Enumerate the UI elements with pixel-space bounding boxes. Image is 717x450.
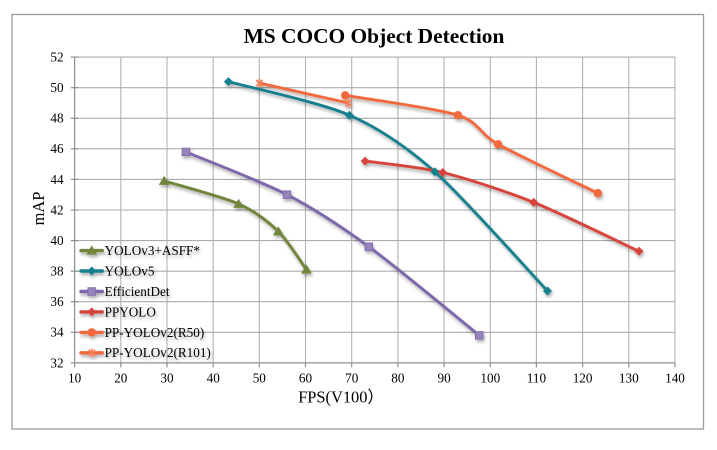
- svg-text:EfficientDet: EfficientDet: [105, 284, 170, 299]
- svg-text:30: 30: [160, 371, 174, 386]
- svg-text:52: 52: [50, 50, 63, 65]
- svg-text:34: 34: [50, 325, 64, 340]
- svg-text:38: 38: [50, 264, 64, 279]
- svg-text:32: 32: [50, 355, 63, 370]
- svg-text:YOLOv3+ASFF*: YOLOv3+ASFF*: [105, 243, 200, 258]
- svg-text:mAP: mAP: [29, 192, 48, 226]
- svg-text:60: 60: [299, 371, 313, 386]
- svg-text:140: 140: [665, 371, 685, 386]
- svg-text:50: 50: [253, 371, 267, 386]
- svg-text:PP-YOLOv2(R101): PP-YOLOv2(R101): [105, 345, 211, 360]
- svg-text:PPYOLO: PPYOLO: [105, 304, 156, 319]
- svg-text:10: 10: [68, 371, 82, 386]
- svg-text:90: 90: [438, 371, 452, 386]
- svg-text:40: 40: [50, 233, 64, 248]
- svg-text:YOLOv5: YOLOv5: [105, 263, 155, 278]
- svg-text:46: 46: [50, 141, 64, 156]
- svg-text:110: 110: [527, 371, 547, 386]
- svg-text:80: 80: [391, 371, 405, 386]
- svg-text:MS COCO Object Detection: MS COCO Object Detection: [244, 24, 505, 48]
- svg-text:70: 70: [345, 371, 359, 386]
- svg-text:20: 20: [114, 371, 128, 386]
- svg-text:PP-YOLOv2(R50): PP-YOLOv2(R50): [105, 325, 205, 340]
- svg-text:FPS(V100）: FPS(V100）: [298, 388, 384, 407]
- svg-text:48: 48: [50, 111, 64, 126]
- svg-text:50: 50: [50, 80, 64, 95]
- svg-text:40: 40: [207, 371, 221, 386]
- svg-text:44: 44: [50, 172, 64, 187]
- svg-text:120: 120: [573, 371, 593, 386]
- svg-text:130: 130: [619, 371, 639, 386]
- svg-text:42: 42: [50, 202, 63, 217]
- svg-text:100: 100: [480, 371, 500, 386]
- svg-text:36: 36: [50, 294, 64, 309]
